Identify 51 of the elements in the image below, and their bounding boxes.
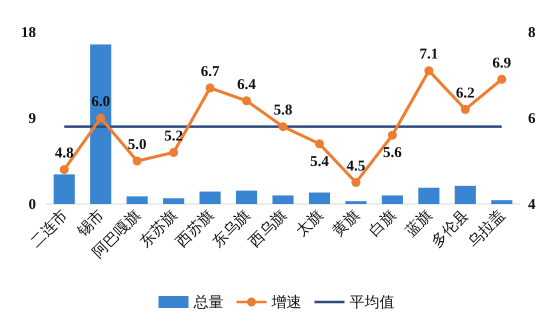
data-label: 6.2: [456, 85, 475, 102]
bar: [491, 200, 512, 204]
point: [351, 178, 360, 187]
data-label: 5.2: [164, 128, 183, 144]
point: [60, 165, 69, 174]
data-label: 4.5: [346, 158, 366, 174]
data-label: 6.9: [492, 55, 512, 72]
data-label: 7.1: [419, 46, 438, 63]
point: [314, 139, 324, 148]
data-label: 4.8: [54, 146, 74, 162]
x-tick-label: 黄旗: [330, 206, 363, 240]
bar: [126, 196, 148, 204]
point: [96, 114, 106, 122]
point: [388, 130, 397, 140]
y-tick-label: 18: [21, 25, 36, 41]
x-tick-label: 白旗: [366, 206, 400, 240]
bar: [236, 190, 258, 204]
y2-tick-label: 6: [528, 111, 536, 127]
bar: [418, 188, 440, 204]
x-tick-label: 太旗: [293, 206, 326, 240]
bar: [90, 44, 112, 204]
bar: [345, 201, 366, 204]
y2-tick-label: 8: [528, 25, 536, 41]
data-label: 6.7: [200, 64, 220, 80]
bar: [163, 198, 184, 204]
y2-tick-label: 4: [528, 197, 536, 213]
data-label: 5.0: [128, 137, 147, 153]
point: [132, 156, 142, 166]
y-tick-label: 0: [28, 197, 36, 213]
y-tick-label: 9: [28, 111, 36, 127]
bar: [308, 192, 330, 204]
bar: [54, 174, 75, 204]
data-label: 5.8: [274, 102, 292, 119]
bar: [382, 195, 403, 204]
data-label: 6.4: [237, 76, 256, 93]
point: [278, 122, 288, 132]
data-label: 5.6: [383, 145, 402, 162]
point: [242, 96, 252, 106]
data-label: 5.4: [310, 154, 330, 170]
point: [497, 74, 506, 84]
point: [169, 148, 178, 157]
data-label: 6.0: [91, 94, 110, 110]
point: [424, 66, 434, 76]
legend-label: 总量: [192, 294, 224, 311]
point: [206, 83, 215, 92]
point: [460, 104, 470, 114]
legend-label: 增速: [270, 294, 302, 311]
bar: [200, 192, 221, 204]
bar: [272, 195, 294, 204]
legend-label: 平均值: [350, 294, 394, 311]
bar: [454, 186, 476, 204]
